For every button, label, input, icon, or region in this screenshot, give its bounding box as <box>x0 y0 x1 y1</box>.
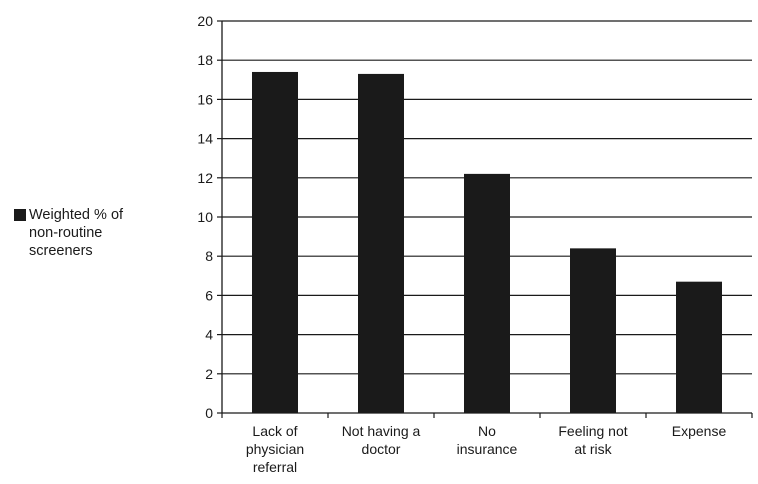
x-tick-label-line: referral <box>253 459 297 475</box>
bars <box>252 71 722 414</box>
y-tick-label: 12 <box>197 170 213 186</box>
axes <box>217 20 753 418</box>
x-tick-label-line: Feeling not <box>558 423 627 439</box>
y-tick-labels: 0 2 4 6 8 10 12 14 16 18 20 <box>197 13 213 421</box>
x-tick-label-line: Lack of <box>252 423 297 439</box>
x-tick-label-line: doctor <box>362 441 401 457</box>
y-tick-label: 8 <box>205 248 213 264</box>
x-tick-label: Feeling not at risk <box>558 423 627 457</box>
legend-label: Weighted % of non-routine screeners <box>29 207 124 259</box>
y-tick-label: 14 <box>197 131 213 147</box>
y-tick-label: 4 <box>205 327 213 343</box>
x-tick-label-line: Not having a <box>342 423 421 439</box>
y-tick-label: 20 <box>197 13 213 29</box>
x-tick-label-line: at risk <box>574 441 612 457</box>
bar <box>676 281 722 413</box>
x-tick-label-line: insurance <box>457 441 518 457</box>
bar <box>358 73 404 414</box>
x-tick-label-line: physician <box>246 441 304 457</box>
y-tick-label: 18 <box>197 52 213 68</box>
x-tick-labels: Lack of physician referral Not having a doct… <box>246 423 727 475</box>
y-tick-label: 16 <box>197 91 213 107</box>
legend: Weighted % of non-routine screeners <box>14 206 147 260</box>
bar <box>570 248 616 413</box>
x-tick-label-line: Expense <box>672 423 727 439</box>
x-tick-label: Lack of physician referral <box>246 423 304 475</box>
bar <box>252 71 298 414</box>
legend-swatch <box>14 209 26 221</box>
y-tick-label: 2 <box>205 366 213 382</box>
bar <box>464 173 510 413</box>
x-tick-label: Expense <box>672 423 727 439</box>
y-tick-label: 10 <box>197 209 213 225</box>
x-tick-label-line: No <box>478 423 496 439</box>
y-tick-label: 6 <box>205 287 213 303</box>
x-tick-label: Not having a doctor <box>342 423 421 457</box>
x-tick-label: No insurance <box>457 423 518 457</box>
y-tick-label: 0 <box>205 405 213 421</box>
